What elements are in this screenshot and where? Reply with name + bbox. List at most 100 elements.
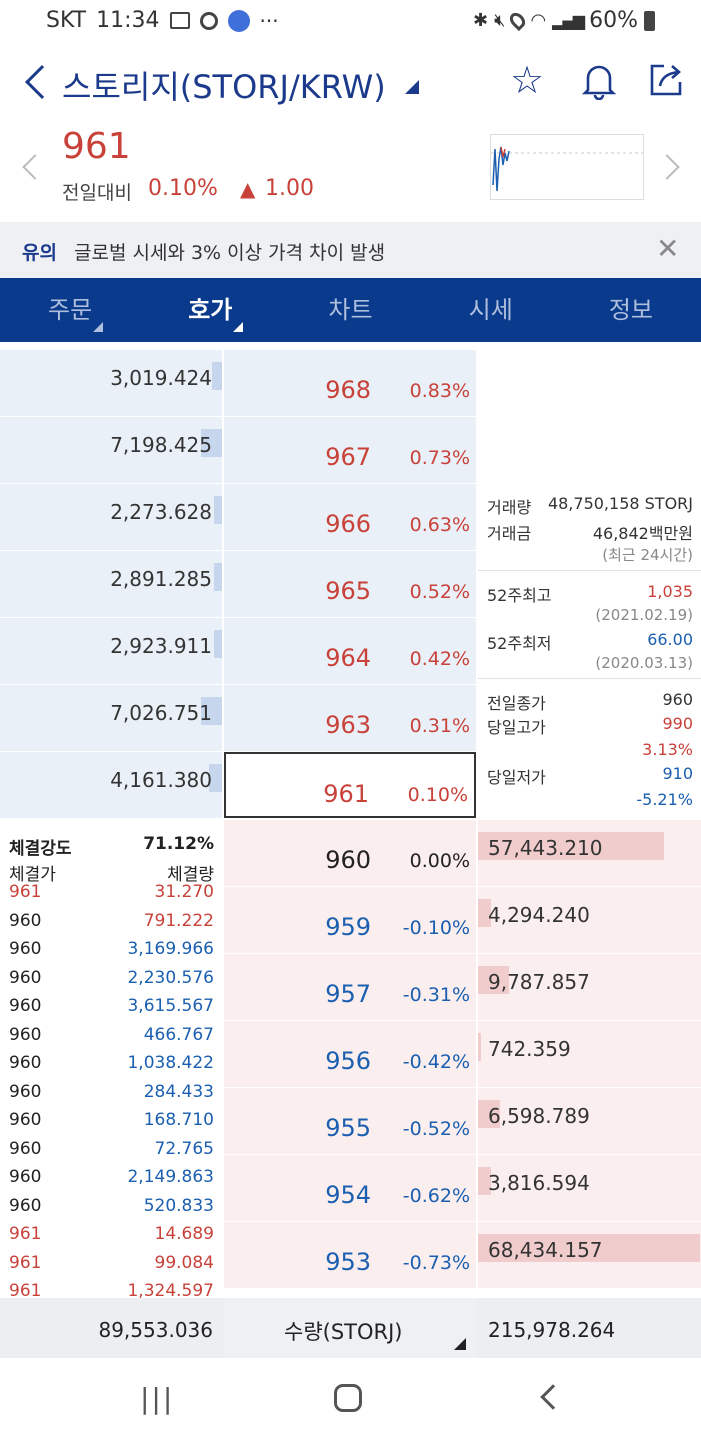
period-note: (최근 24시간) (602, 546, 693, 564)
trade-row: 960 1,038.422 (0, 1053, 222, 1081)
trade-price: 960 (9, 939, 42, 959)
bid-price-cell[interactable]: 956 -0.42% (224, 1021, 476, 1087)
mini-chart[interactable] (490, 134, 644, 200)
title-bar: 스토리지(STORJ/KRW) (0, 44, 701, 122)
trade-price-header: 체결가 (9, 865, 56, 885)
ask-price: 964 (325, 644, 371, 672)
strength-value: 71.12% (143, 834, 214, 854)
tab-orderbook[interactable]: 호가 (140, 278, 280, 342)
tab-chart[interactable]: 차트 (328, 296, 373, 324)
trade-qty: 2,230.576 (127, 967, 214, 988)
tab-order[interactable]: 주문 (0, 278, 140, 342)
high52-date: (2021.02.19) (595, 606, 693, 624)
prev-close-value: 960 (662, 690, 693, 709)
bid-pct: -0.52% (402, 1118, 470, 1140)
bid-qty-cell: 3,816.594 (478, 1155, 701, 1221)
bid-price-cell[interactable]: 953 -0.73% (224, 1222, 476, 1288)
summary-divider (478, 570, 701, 571)
bid-price-cell[interactable]: 954 -0.62% (224, 1155, 476, 1221)
prev-coin-icon[interactable] (22, 154, 48, 180)
back-nav-icon[interactable] (540, 1384, 566, 1410)
ask-row[interactable]: 4,161.380 961 0.10% (0, 752, 476, 818)
change-abs: 1.00 (265, 176, 314, 201)
bid-total: 215,978.264 (488, 1318, 616, 1342)
bid-volume-bar (478, 966, 510, 994)
share-icon[interactable] (648, 62, 684, 102)
home-icon[interactable] (334, 1384, 362, 1412)
low52-label: 52주최저 (487, 634, 552, 653)
bid-qty: 68,434.157 (488, 1238, 603, 1262)
back-icon[interactable] (25, 65, 59, 99)
ask-price-cell[interactable]: 964 0.42% (224, 618, 476, 684)
ask-row[interactable]: 2,891.285 965 0.52% (0, 551, 476, 617)
bid-pct: -0.31% (402, 984, 470, 1006)
bid-price-cell[interactable]: 957 -0.31% (224, 954, 476, 1020)
ask-row[interactable]: 7,026.751 963 0.31% (0, 685, 476, 751)
ask-price-cell[interactable]: 966 0.63% (224, 484, 476, 550)
ask-row[interactable]: 7,198.425 967 0.73% (0, 417, 476, 483)
ask-price-cell[interactable]: 968 0.83% (224, 350, 476, 416)
bid-qty-cell: 742.359 (478, 1021, 701, 1087)
bid-price-cell[interactable]: 959 -0.10% (224, 887, 476, 953)
ask-pct: 0.83% (409, 380, 470, 402)
trade-row: 961 14.689 (0, 1224, 222, 1252)
ask-row[interactable]: 2,273.628 966 0.63% (0, 484, 476, 550)
ask-price-cell[interactable]: 963 0.31% (224, 685, 476, 751)
bid-qty: 4,294.240 (488, 903, 590, 927)
ask-row[interactable]: 3,019.424 968 0.83% (0, 350, 476, 416)
bid-qty: 9,787.857 (488, 970, 590, 994)
volume-value: 48,750,158 STORJ (547, 494, 693, 513)
bid-qty-cell: 4,294.240 (478, 887, 701, 953)
trade-qty: 31.270 (154, 882, 214, 902)
location-icon (507, 9, 529, 32)
bid-qty: 742.359 (488, 1037, 571, 1061)
change-label: 전일대비 (62, 182, 132, 204)
bid-volume-bar (478, 1167, 492, 1195)
ask-volume-bar (201, 429, 222, 457)
ask-price-cell[interactable]: 967 0.73% (224, 417, 476, 483)
trade-row: 960 466.767 (0, 1025, 222, 1053)
trade-price: 961 (9, 1281, 42, 1298)
app-icon (227, 9, 250, 32)
unit-selector[interactable]: 수량(STORJ) (224, 1298, 476, 1358)
title-dropdown-icon[interactable] (405, 80, 419, 94)
tab-info[interactable]: 정보 (608, 296, 653, 324)
bid-price: 956 (325, 1047, 371, 1075)
close-icon[interactable]: ✕ (656, 232, 680, 265)
coin-title[interactable]: 스토리지(STORJ/KRW) (62, 68, 386, 106)
trade-row: 960 2,230.576 (0, 968, 222, 996)
ask-price-cell[interactable]: 965 0.52% (224, 551, 476, 617)
trade-qty: 14.689 (154, 1224, 214, 1244)
bid-qty: 57,443.210 (488, 836, 603, 860)
trade-price: 960 (9, 996, 42, 1016)
star-icon[interactable]: ☆ (510, 58, 545, 102)
bid-pct: -0.73% (402, 1252, 470, 1274)
ask-total: 89,553.036 (98, 1318, 213, 1342)
recent-apps-icon[interactable]: ||| (140, 1382, 175, 1415)
bid-volume-bar (478, 1033, 481, 1061)
trade-ticker: 체결강도 71.12% 체결가 체결량 961 31.270 960 791.222 9… (0, 820, 222, 1298)
ask-qty-cell: 3,019.424 (0, 350, 222, 416)
trade-price: 960 (9, 1053, 42, 1073)
warning-notice: 유의 글로벌 시세와 3% 이상 가격 차이 발생 ✕ (0, 222, 701, 278)
tab-bar: 주문 호가 차트 시세 정보 (0, 278, 701, 342)
ask-qty: 2,891.285 (110, 567, 212, 591)
low52-date: (2020.03.13) (595, 654, 693, 672)
unit-dropdown-icon (454, 1338, 466, 1350)
next-coin-icon[interactable] (654, 154, 680, 180)
tab-quotes[interactable]: 시세 (468, 296, 513, 324)
bell-icon[interactable] (581, 62, 617, 104)
trade-price: 961 (9, 1252, 42, 1273)
battery-icon (644, 10, 655, 31)
day-low-value: 910 (662, 764, 693, 783)
bid-price-cell[interactable]: 955 -0.52% (224, 1088, 476, 1154)
high52-value: 1,035 (647, 582, 693, 601)
ask-row[interactable]: 2,923.911 964 0.42% (0, 618, 476, 684)
bid-price-cell[interactable]: 960 0.00% (224, 820, 476, 886)
ask-volume-bar (209, 764, 222, 792)
system-nav-bar: ||| (0, 1358, 701, 1440)
ask-pct: 0.52% (409, 581, 470, 603)
tab-order-dropdown-icon (93, 322, 103, 332)
ask-price-cell[interactable]: 961 0.10% (224, 752, 476, 818)
ask-qty: 7,026.751 (110, 701, 212, 725)
